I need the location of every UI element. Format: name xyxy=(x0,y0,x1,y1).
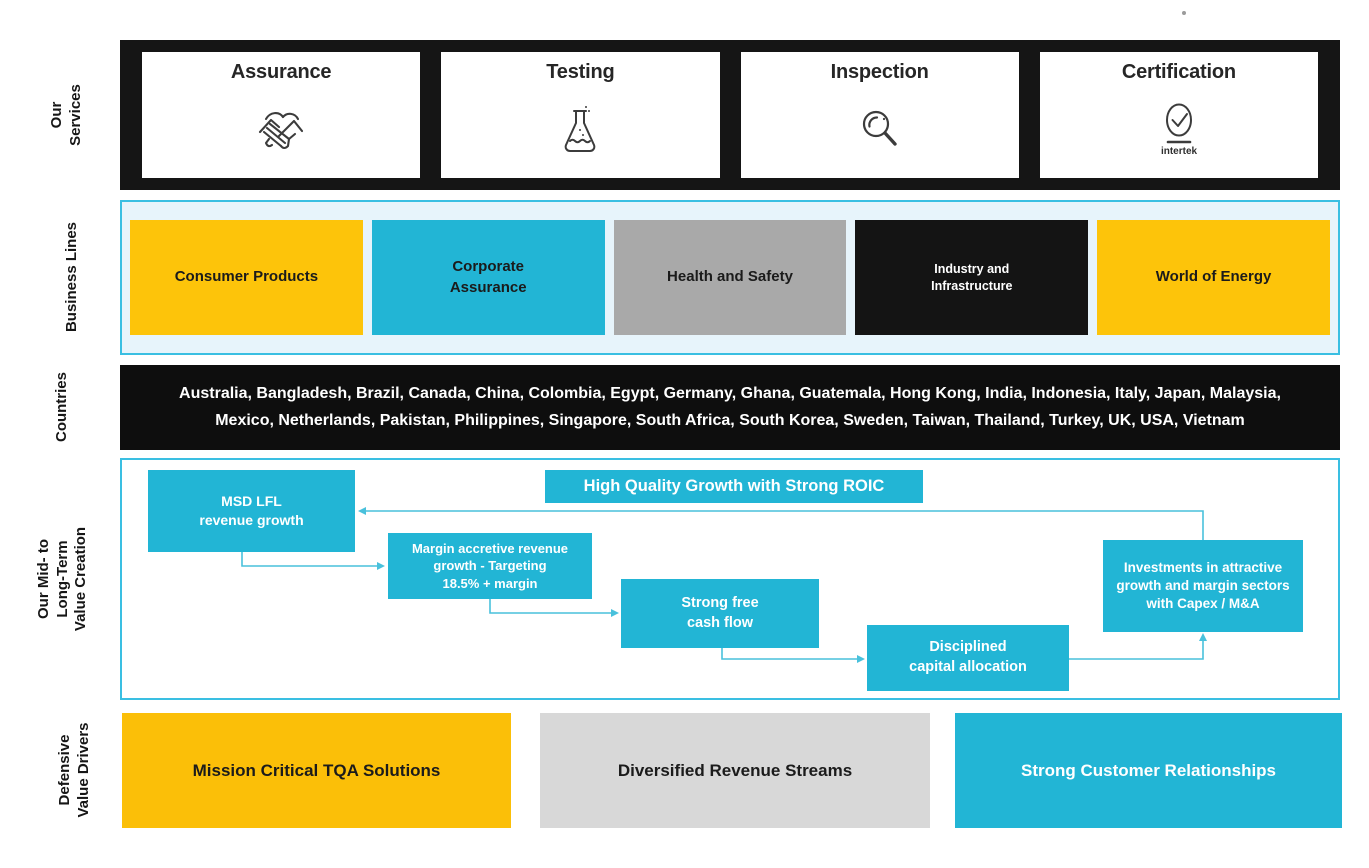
flow-box-strong-free-cash-flow: Strong free cash flow xyxy=(621,579,819,648)
service-title: Certification xyxy=(1121,61,1236,83)
row-label-line: Long-Term xyxy=(53,540,71,618)
flow-box-investments-capex-ma: Investments in attractive growth and mar… xyxy=(1103,540,1303,632)
flow-box-line: MSD LFL xyxy=(221,493,282,510)
row-label-our-services: Our Services xyxy=(46,40,88,190)
certification-check-icon: intertek xyxy=(1154,84,1204,178)
service-title: Assurance xyxy=(230,61,332,83)
defensive-box-label: Diversified Revenue Streams xyxy=(617,760,853,780)
magnifier-icon xyxy=(857,84,903,178)
countries-band: Australia, Bangladesh, Brazil, Canada, C… xyxy=(120,365,1340,450)
defensive-box-strong-customer-relationships: Strong Customer Relationships xyxy=(955,713,1342,828)
flow-box-msd-lfl-revenue-growth: MSD LFL revenue growth xyxy=(148,470,355,552)
service-card-certification: Certification intertek xyxy=(1039,52,1318,178)
row-label-line: Services xyxy=(67,84,84,146)
speck-artifact xyxy=(1182,11,1186,15)
row-label-line: Countries xyxy=(52,372,70,443)
flow-box-line: Investments in attractive xyxy=(1123,559,1283,575)
business-line-world-of-energy: World of Energy xyxy=(1097,220,1330,335)
business-line-corporate-assurance: Corporate Assurance xyxy=(371,220,605,335)
row-label-line: Value Creation xyxy=(72,526,90,632)
defensive-box-label: Mission Critical TQA Solutions xyxy=(192,760,441,780)
row-label-countries: Countries xyxy=(52,352,72,462)
flow-box-line: cash flow xyxy=(686,614,754,631)
service-card-inspection: Inspection xyxy=(740,52,1019,178)
flow-box-line: Margin accretive revenue xyxy=(411,540,569,556)
row-label-business-lines: Business Lines xyxy=(62,197,82,357)
business-line-label: Assurance xyxy=(449,278,527,296)
service-card-assurance: Assurance xyxy=(142,52,421,178)
service-card-testing: Testing xyxy=(441,52,720,178)
flow-box-line: revenue growth xyxy=(199,512,304,528)
business-line-label: Industry and xyxy=(934,261,1010,276)
flow-box-line: with Capex / M&A xyxy=(1146,596,1260,612)
flow-box-line: Strong free xyxy=(681,594,759,611)
business-line-label: Consumer Products xyxy=(174,268,319,286)
defensive-box-mission-critical-tqa: Mission Critical TQA Solutions xyxy=(122,713,511,828)
handshake-icon xyxy=(253,84,309,178)
business-line-health-and-safety: Health and Safety xyxy=(613,220,847,335)
countries-line: Mexico, Netherlands, Pakistan, Philippin… xyxy=(215,411,1245,429)
headline-box-high-quality-growth: High Quality Growth with Strong ROIC xyxy=(545,470,923,503)
row-label-line: Defensive xyxy=(56,734,74,806)
flow-box-line: growth and margin sectors xyxy=(1116,577,1290,593)
service-title: Testing xyxy=(546,61,615,83)
countries-line: Australia, Bangladesh, Brazil, Canada, C… xyxy=(179,385,1281,403)
intertek-wordmark: intertek xyxy=(1161,146,1198,157)
flow-box-line: 18.5% + margin xyxy=(442,575,538,591)
flask-icon xyxy=(559,84,601,178)
business-line-industry-and-infrastructure: Industry and Infrastructure xyxy=(855,220,1089,335)
defensive-box-diversified-revenue: Diversified Revenue Streams xyxy=(540,713,930,828)
defensive-box-label: Strong Customer Relationships xyxy=(1020,760,1277,780)
row-label-line: Business Lines xyxy=(62,221,80,333)
row-label-value-creation: Our Mid- to Long-Term Value Creation xyxy=(34,484,92,674)
services-band: Assurance xyxy=(120,40,1340,190)
flow-box-line: Disciplined xyxy=(929,639,1007,656)
flow-box-line: growth - Targeting xyxy=(433,558,547,574)
row-label-line: Our xyxy=(48,101,66,129)
flow-box-line: capital allocation xyxy=(909,659,1027,675)
business-line-consumer-products: Consumer Products xyxy=(130,220,363,335)
business-line-label: Health and Safety xyxy=(667,268,793,286)
flow-box-disciplined-capital-allocation: Disciplined capital allocation xyxy=(867,625,1069,691)
headline-text: High Quality Growth with Strong ROIC xyxy=(583,477,885,496)
row-label-line: Our Mid- to xyxy=(34,539,52,619)
business-lines-band: Consumer Products Corporate Assurance He… xyxy=(120,200,1340,355)
row-label-line: Value Drivers xyxy=(75,722,92,818)
service-title: Inspection xyxy=(830,61,929,83)
business-line-label: Corporate xyxy=(452,258,525,276)
flow-box-margin-accretive-growth: Margin accretive revenue growth - Target… xyxy=(388,533,592,599)
row-label-defensive-value-drivers: Defensive Value Drivers xyxy=(54,695,96,845)
business-line-label: Infrastructure xyxy=(931,278,1013,293)
business-line-label: World of Energy xyxy=(1155,268,1272,286)
